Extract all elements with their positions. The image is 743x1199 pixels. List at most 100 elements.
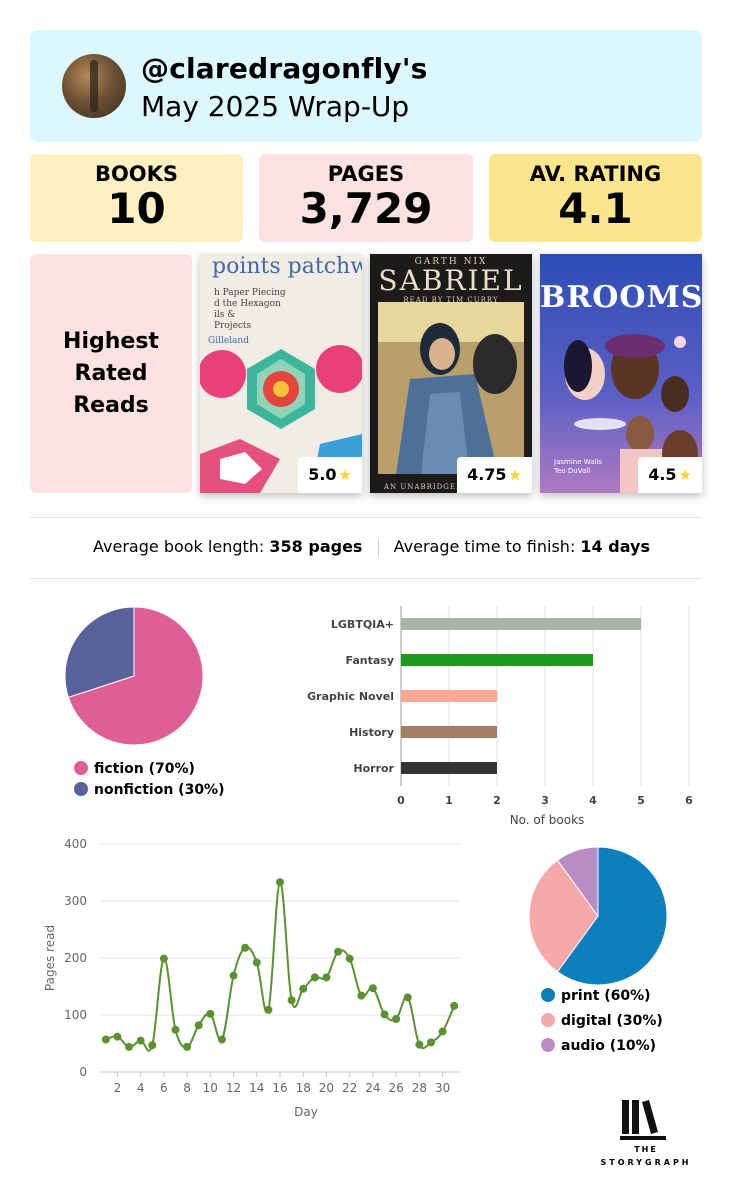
data-point[interactable] — [450, 1001, 459, 1010]
x-tick-label: 2 — [493, 794, 501, 807]
sabriel-cover-narrator: READ BY TIM CURRY — [403, 296, 499, 304]
averages-summary: Average book length: 358 pages Average t… — [0, 537, 743, 557]
stat-books: BOOKS 10 — [30, 154, 243, 242]
star-icon: ★ — [338, 466, 352, 484]
data-point[interactable] — [136, 1036, 145, 1045]
data-point[interactable] — [241, 943, 250, 952]
patchwork-cover-line: Projects — [214, 321, 252, 331]
data-point[interactable] — [310, 973, 319, 982]
data-point[interactable] — [217, 1035, 226, 1044]
data-point[interactable] — [287, 996, 296, 1005]
patchwork-cover-line: d the Hexagon — [214, 299, 281, 309]
avatar[interactable] — [62, 54, 126, 118]
book-cover-sabriel[interactable]: GARTH NIX SABRIEL READ BY TIM CURRY AN U… — [370, 254, 532, 493]
x-tick-label: 30 — [435, 1081, 450, 1095]
data-point[interactable] — [438, 1027, 447, 1036]
x-tick-label: 4 — [589, 794, 597, 807]
pie-slice[interactable] — [556, 846, 599, 918]
x-tick-label: 12 — [226, 1081, 241, 1095]
stat-pages-label: PAGES — [327, 162, 405, 186]
header-card: @claredragonfly's May 2025 Wrap-Up — [30, 30, 702, 142]
bar[interactable] — [401, 654, 593, 666]
username-title: @claredragonfly's — [141, 52, 428, 85]
highest-rated-title-word: Rated — [74, 361, 148, 386]
data-point[interactable] — [171, 1025, 180, 1034]
patchwork-cover-line: ils & — [214, 310, 236, 320]
patchwork-cover-line: Gilleland — [208, 336, 249, 346]
data-point[interactable] — [276, 878, 284, 887]
bar[interactable] — [401, 618, 641, 630]
x-tick-label: 26 — [388, 1081, 403, 1095]
data-point[interactable] — [264, 1005, 273, 1014]
legend-item-nonfiction: nonfiction (30%) — [74, 780, 224, 801]
x-tick-label: 0 — [397, 794, 405, 807]
data-point[interactable] — [380, 1010, 389, 1019]
x-tick-label: 24 — [365, 1081, 380, 1095]
data-point[interactable] — [183, 1042, 192, 1051]
highest-rated-title-word: Reads — [73, 393, 149, 418]
rating-badge: 4.5 ★ — [638, 457, 702, 493]
y-category-label: Fantasy — [345, 654, 394, 667]
x-tick-label: 28 — [412, 1081, 427, 1095]
logo-text-storygraph: STORYGRAPH — [600, 1158, 692, 1167]
data-point[interactable] — [252, 958, 261, 967]
data-point[interactable] — [206, 1009, 215, 1018]
book-cover-patchwork[interactable]: points patchwo h Paper Piecing d the Hex… — [200, 254, 362, 493]
data-point[interactable] — [148, 1041, 157, 1050]
brooms-cover-author: Jasmine Walls — [554, 458, 603, 466]
series-line — [105, 881, 456, 1052]
data-point[interactable] — [229, 971, 238, 980]
pie-slice[interactable] — [67, 606, 204, 746]
stat-pages-value: 3,729 — [299, 184, 433, 233]
x-tick-label: 14 — [249, 1081, 264, 1095]
data-point[interactable] — [334, 947, 343, 956]
data-point[interactable] — [159, 954, 168, 963]
x-axis-title: No. of books — [510, 813, 585, 827]
sabriel-cover-footer: AN UNABRIDGED — [384, 483, 463, 491]
bar[interactable] — [401, 690, 497, 702]
data-point[interactable] — [368, 984, 377, 993]
pie-slice[interactable] — [556, 846, 668, 986]
storygraph-logo[interactable]: THE STORYGRAPH — [588, 1098, 704, 1173]
sabriel-cover-art — [370, 254, 532, 493]
y-tick-label: 400 — [64, 837, 87, 851]
data-point[interactable] — [101, 1035, 110, 1044]
y-tick-label: 0 — [79, 1065, 87, 1079]
legend-dot — [541, 1013, 555, 1027]
rating-value: 4.75 — [467, 465, 507, 484]
divider — [30, 517, 702, 518]
data-point[interactable] — [392, 1014, 401, 1023]
data-point[interactable] — [125, 1042, 134, 1051]
stat-books-label: BOOKS — [94, 162, 179, 186]
legend-label: audio (10%) — [561, 1038, 657, 1054]
brooms-cover-title: BROOMS — [540, 280, 702, 315]
legend-item-audio: audio (10%) — [541, 1034, 663, 1059]
stat-rating: AV. RATING 4.1 — [489, 154, 702, 242]
x-tick-label: 5 — [637, 794, 645, 807]
x-tick-label: 1 — [445, 794, 453, 807]
format-legend: print (60%) digital (30%) audio (10%) — [541, 984, 663, 1059]
bar[interactable] — [401, 762, 497, 774]
data-point[interactable] — [194, 1021, 203, 1030]
x-tick-label: 8 — [183, 1081, 191, 1095]
legend-dot — [541, 988, 555, 1002]
data-point[interactable] — [403, 993, 412, 1002]
data-point[interactable] — [299, 984, 308, 993]
data-point[interactable] — [113, 1032, 122, 1041]
fiction-pie-chart — [64, 606, 204, 746]
pie-slice[interactable] — [528, 859, 599, 973]
highest-rated-card: Highest Rated Reads — [30, 254, 192, 493]
bar[interactable] — [401, 726, 497, 738]
y-category-label: Horror — [353, 762, 394, 775]
pie-slice[interactable] — [64, 606, 135, 698]
data-point[interactable] — [322, 973, 331, 982]
data-point[interactable] — [357, 991, 366, 1000]
avg-time-value: 14 days — [580, 537, 650, 556]
book-cover-brooms[interactable]: BROOMS Jasmine Walls Teo DuVall 4.5 ★ — [540, 254, 702, 493]
data-point[interactable] — [345, 954, 354, 963]
data-point[interactable] — [415, 1040, 424, 1049]
format-pie-chart — [528, 846, 668, 986]
data-point[interactable] — [426, 1038, 435, 1047]
legend-label: nonfiction (30%) — [94, 782, 225, 798]
